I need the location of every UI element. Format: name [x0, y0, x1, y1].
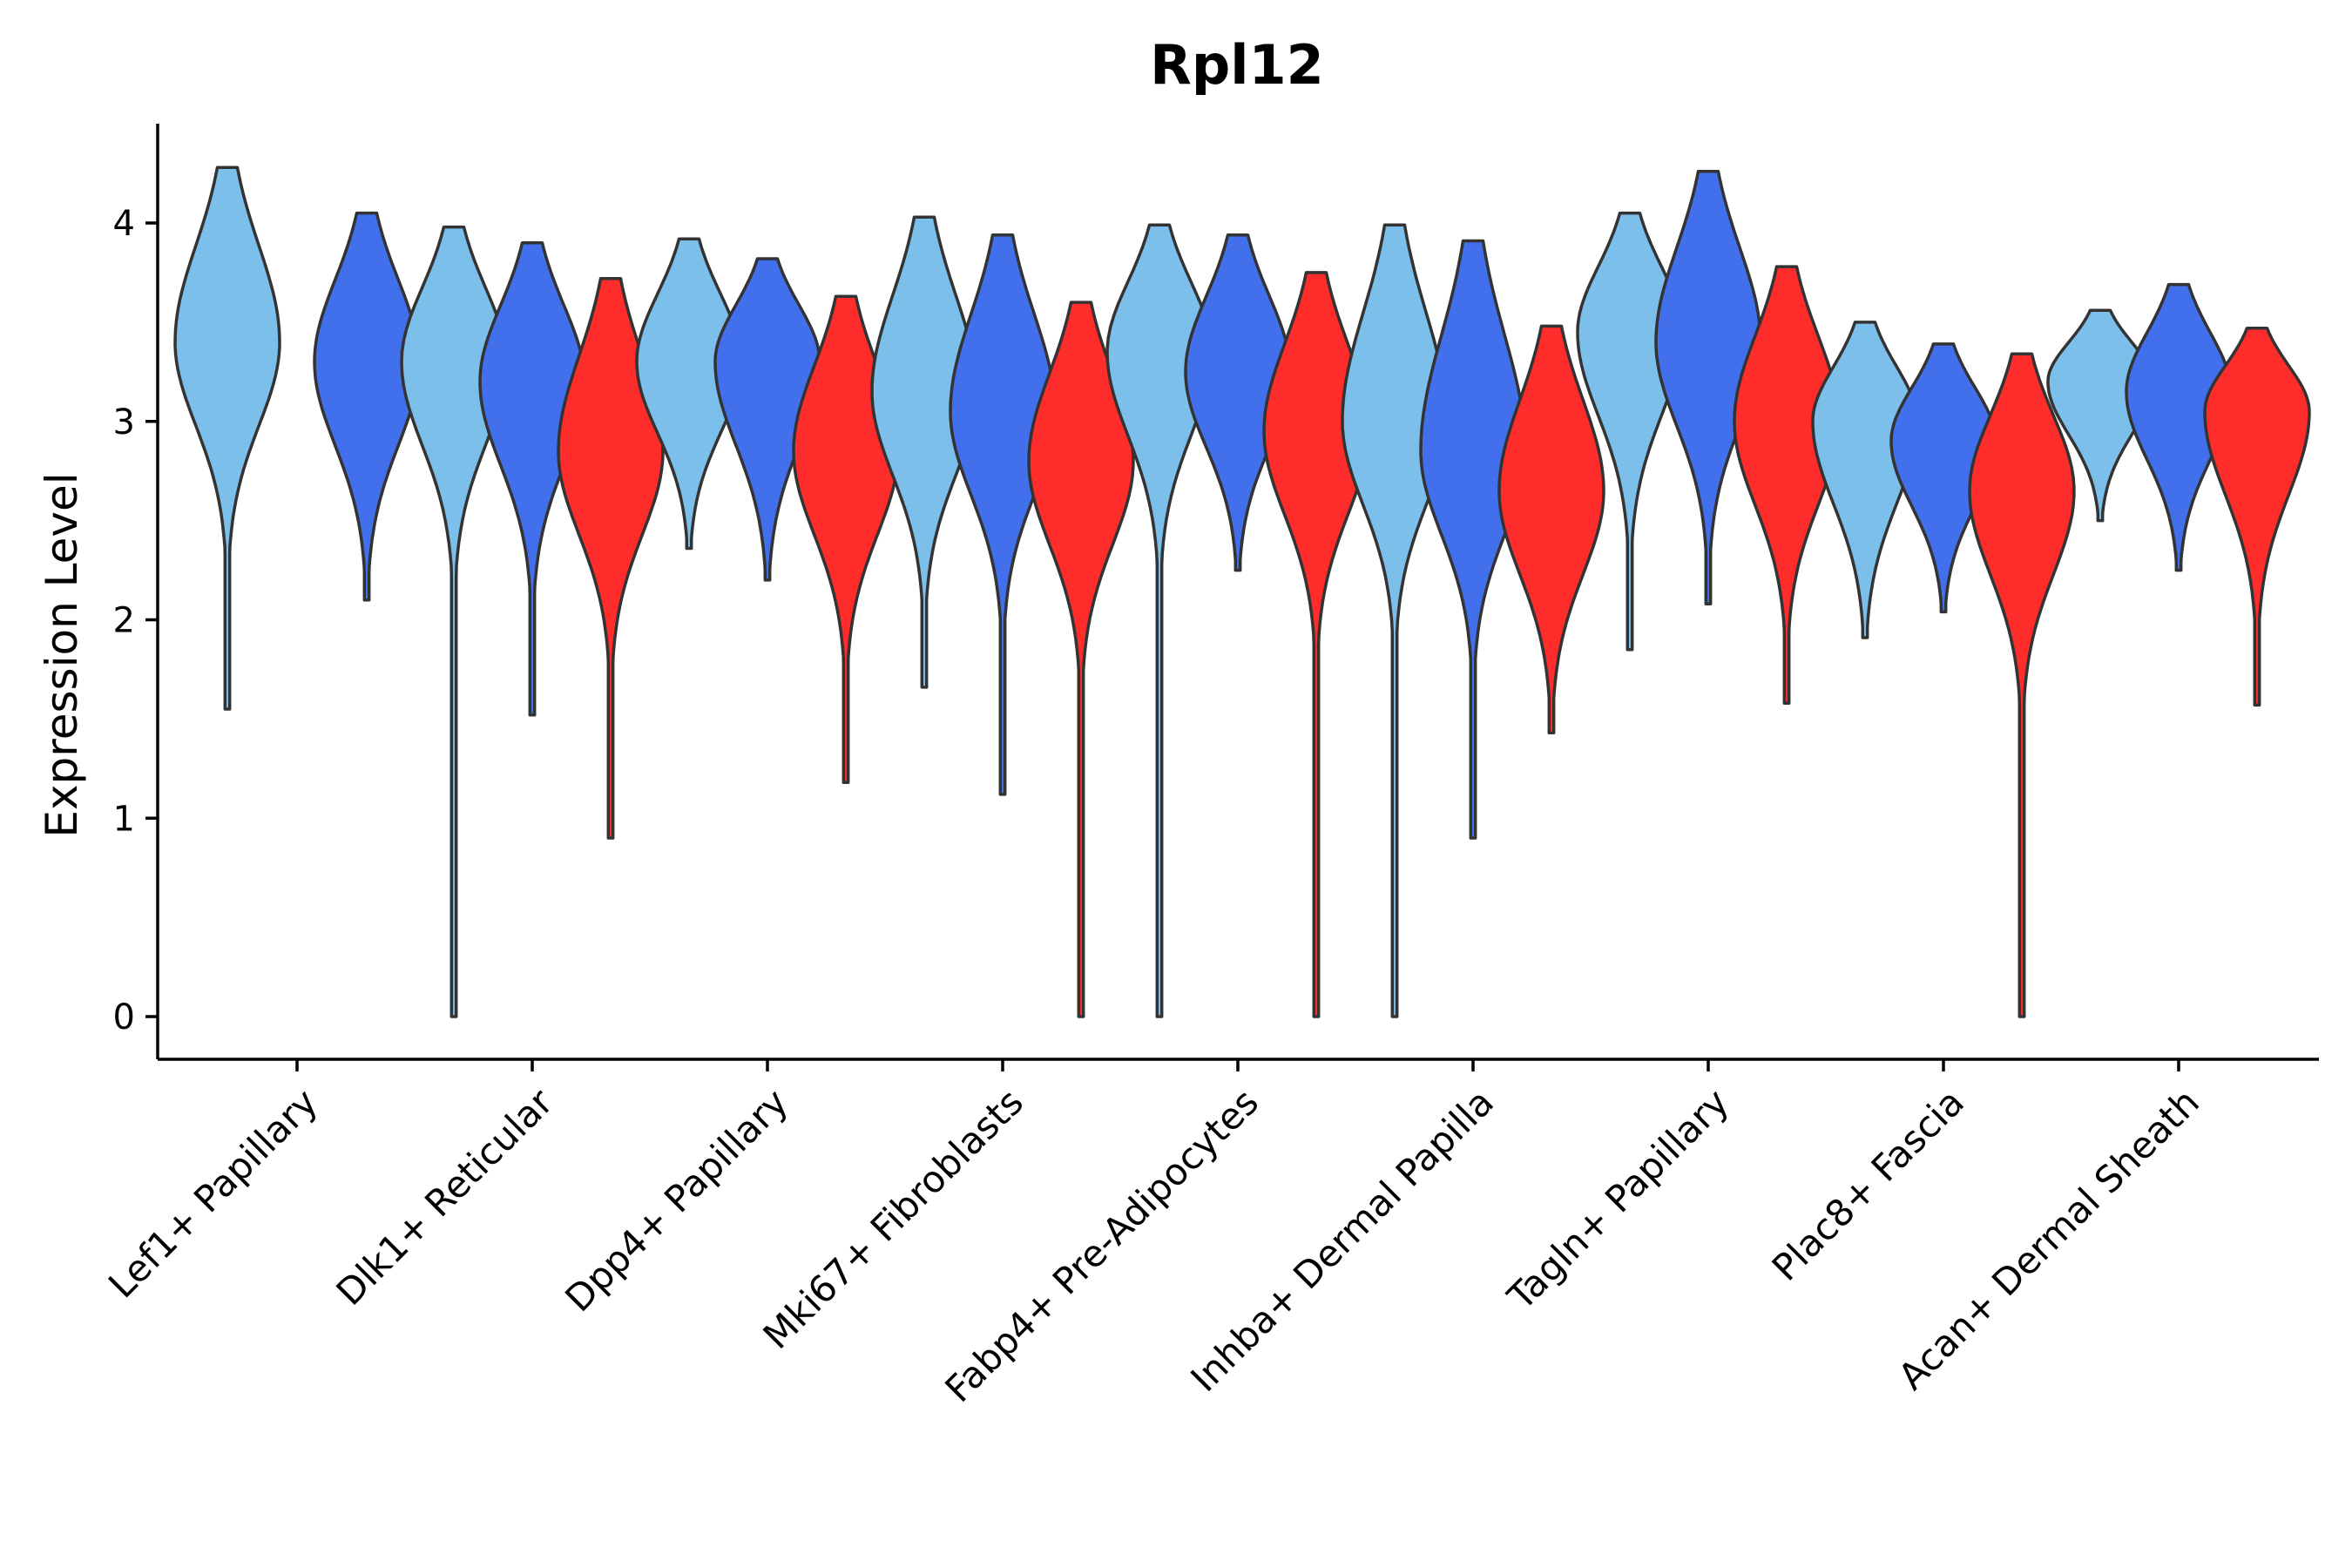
y-tick-label: 1 [113, 799, 135, 839]
x-category-label: Dlk1+ Reticular [328, 1080, 562, 1314]
y-tick-label: 4 [113, 204, 135, 244]
violin-3-2 [1027, 301, 1135, 1018]
y-tick-label: 2 [113, 601, 135, 641]
violin-5-2 [1497, 324, 1605, 735]
x-category-label: Lef1+ Papillary [100, 1080, 326, 1306]
y-tick-label: 3 [113, 402, 135, 443]
violin-7-2 [1968, 352, 2076, 1018]
violin-4-0 [1105, 223, 1213, 1018]
x-category-label: Plac8+ Fascia [1764, 1080, 1972, 1288]
violins-group [173, 166, 2311, 1018]
violin-0-0 [173, 166, 281, 711]
x-category-label: Tagln+ Papillary [1499, 1080, 1737, 1318]
x-category-label: Mki67+ Fibroblasts [755, 1080, 1031, 1356]
violin-0-1 [313, 211, 421, 602]
y-axis-label: Expression Level [37, 472, 87, 837]
violin-4-2 [1262, 271, 1370, 1018]
violin-5-0 [1341, 223, 1449, 1018]
y-tick-label: 0 [113, 997, 135, 1037]
violin-1-2 [557, 277, 665, 840]
x-category-label: Dpp4+ Papillary [557, 1080, 796, 1320]
violin-1-0 [400, 225, 508, 1018]
chart-title: Rpl12 [1150, 33, 1324, 97]
violin-8-2 [2203, 326, 2311, 707]
violin-6-1 [1654, 170, 1762, 606]
y-axis-ticks: 0 1 2 3 4 [113, 204, 158, 1037]
